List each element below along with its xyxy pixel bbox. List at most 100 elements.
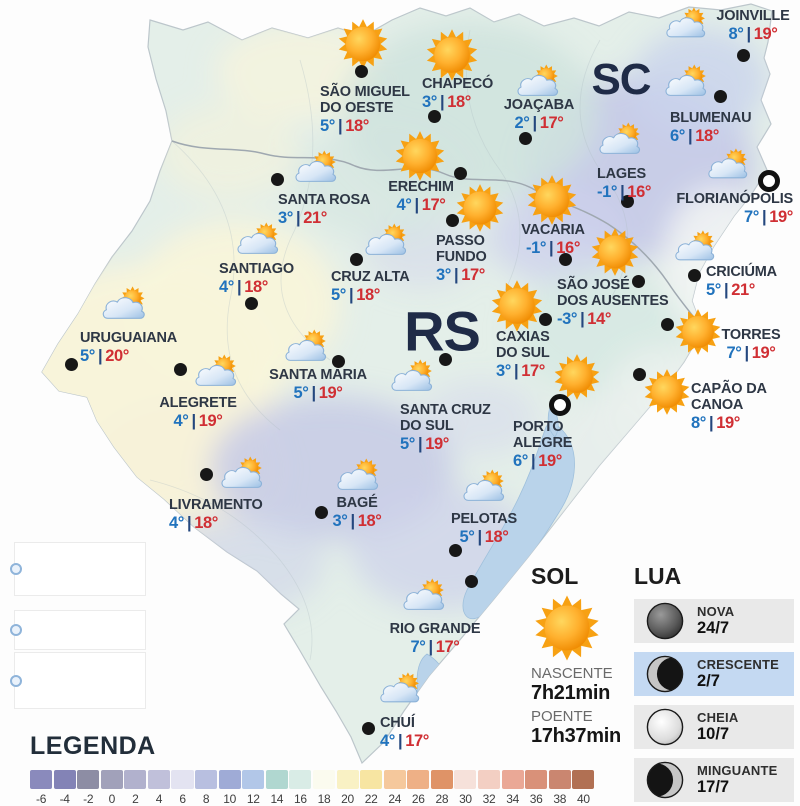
min-temp: 7°	[410, 638, 426, 656]
city-uruguaiana: URUGUAIANA 5° | 20°	[80, 330, 177, 365]
temp-separator: |	[439, 93, 445, 111]
min-temp: 3°	[436, 266, 451, 284]
city-name: ALEGRETE	[159, 395, 237, 411]
legend-color-swatch	[548, 770, 571, 789]
city-marker	[688, 269, 701, 282]
max-temp: 21°	[731, 281, 755, 299]
cloud-sun-icon	[673, 229, 717, 266]
cloud-sun-icon	[515, 63, 561, 102]
city-santiago: SANTIAGO 4° | 18°	[219, 261, 294, 296]
city-marker	[362, 722, 375, 735]
legend-color-swatch	[360, 770, 383, 789]
max-temp: 18°	[356, 286, 380, 304]
temp-separator: |	[532, 114, 538, 132]
city-name: CAXIAS DO SUL	[496, 329, 550, 361]
legend-value: 36	[529, 792, 543, 806]
legend-color-swatch	[312, 770, 336, 789]
min-temp: -1°	[597, 183, 618, 201]
legend-value: 28	[435, 792, 449, 806]
city-marker	[350, 253, 363, 266]
legend-color-swatch	[289, 770, 312, 789]
max-temp: 17°	[421, 196, 446, 214]
city-marker	[714, 90, 727, 103]
city-name: LAGES	[597, 166, 646, 182]
city-marker	[439, 353, 452, 366]
min-temp: 6°	[513, 452, 528, 470]
legend-color-swatch	[383, 770, 406, 789]
city-alegrete: ALEGRETE 4° | 19°	[159, 395, 237, 430]
city-name: URUGUAIANA	[80, 330, 178, 346]
city-vacaria: VACARIA -1° | 16°	[521, 222, 585, 257]
min-temp: 3°	[422, 93, 437, 111]
min-temp: 4°	[380, 732, 395, 750]
city-name: CHAPECÓ	[422, 76, 494, 92]
city-florianopolis: FLORIANÓPOLIS 7° | 19°	[676, 191, 793, 226]
legend-value: 16	[294, 792, 307, 806]
city-chui: CHUÍ 4° | 17°	[380, 715, 429, 750]
city-erechim: ERECHIM 4° | 17°	[388, 179, 454, 214]
city-santa-rosa: SANTA ROSA 3° | 21°	[278, 192, 370, 227]
min-temp: 7°	[726, 344, 742, 362]
city-marker	[174, 363, 187, 376]
legend-color-swatch	[430, 770, 453, 789]
min-temp: 3°	[278, 209, 293, 227]
city-temps: 3° | 18°	[333, 512, 382, 530]
legend-color-swatch	[218, 770, 241, 789]
city-temps: 5° | 18°	[451, 528, 517, 546]
city-capao-da-canoa: CAPÃO DA CANOA 8° | 19°	[691, 381, 767, 432]
min-temp: 5°	[706, 281, 721, 299]
legend-color-swatch	[477, 770, 501, 789]
moon-phase-date: 2/7	[697, 672, 720, 690]
moon-phase-date: 10/7	[697, 725, 730, 743]
legend-color-swatch	[124, 770, 147, 789]
legend-value: 20	[341, 792, 354, 806]
legend-value: -2	[83, 792, 94, 806]
sun-icon	[394, 130, 446, 182]
temp-separator: |	[191, 412, 196, 430]
cloud-sun-icon	[461, 468, 507, 507]
city-marker	[519, 132, 532, 145]
temp-separator: |	[97, 347, 103, 365]
city-marker	[315, 506, 328, 519]
min-temp: 8°	[728, 25, 744, 43]
max-temp: 19°	[753, 25, 778, 43]
city-name: SANTIAGO	[219, 261, 294, 277]
legend-title: LEGENDA	[30, 732, 156, 760]
min-temp: 5°	[459, 528, 475, 546]
legend-color-swatch	[30, 770, 53, 789]
temp-separator: |	[236, 278, 242, 296]
city-name: CRICIÚMA	[706, 264, 777, 280]
min-temp: 3°	[496, 362, 511, 380]
legend-step-14: 14	[265, 770, 288, 806]
legend-color-swatch	[454, 770, 477, 789]
moon-phase-date: 17/7	[697, 778, 730, 796]
legend-step-22: 22	[360, 770, 383, 806]
cloud-sun-icon	[663, 63, 709, 102]
legend-step-0: 0	[100, 770, 123, 806]
legend-value: 14	[270, 792, 284, 806]
cloud-sun-icon	[193, 353, 239, 392]
cloud-sun-icon	[664, 6, 708, 43]
city-name: PORTO ALEGRE	[513, 419, 573, 451]
temperature-scale: -6 -4 -2 0 2 4 6 8 10 12 14 16 18 20 22 24 26 28 30 32 34 36 3…	[30, 770, 596, 806]
city-name: SANTA MARIA	[269, 367, 367, 383]
temp-separator: |	[311, 384, 317, 402]
sun-icon	[674, 308, 722, 356]
city-bage: BAGÉ 3° | 18°	[333, 495, 382, 530]
city-temps: 3° | 17°	[496, 362, 550, 380]
max-temp: 14°	[587, 310, 612, 328]
city-cruz-alta: CRUZ ALTA 5° | 18°	[331, 269, 410, 304]
legend-step-32: 32	[477, 770, 501, 806]
max-temp: 18°	[244, 278, 268, 296]
legend-step--4: -4	[53, 770, 76, 806]
legend-step-24: 24	[383, 770, 406, 806]
city-name: SÃO MIGUEL DO OESTE	[320, 84, 410, 116]
temp-separator: |	[687, 127, 693, 145]
temp-separator: |	[397, 732, 403, 750]
city-sao-jose-dos-ausentes: SÃO JOSÉ DOS AUSENTES -3° | 14°	[557, 277, 669, 328]
sun-panel: SOL NASCENTE 7h21min POENTE 17h37min	[531, 563, 651, 748]
state-label-rs: RS	[404, 299, 481, 363]
city-name: TORRES	[721, 327, 781, 343]
sun-icon	[553, 353, 601, 401]
legend-step-30: 30	[454, 770, 477, 806]
